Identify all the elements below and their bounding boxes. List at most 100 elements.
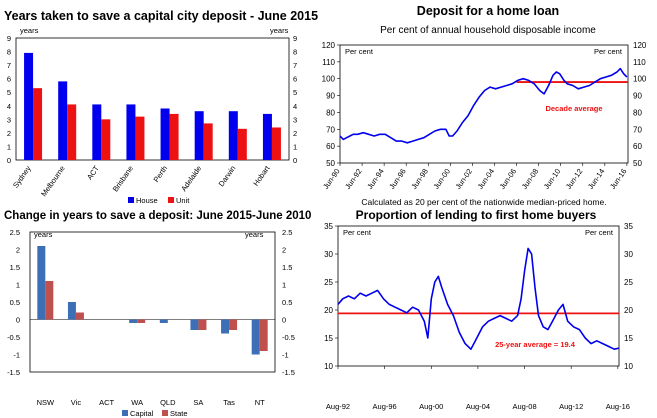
chart2-ytick-left: 120 xyxy=(322,41,336,50)
chart1-bar-unit xyxy=(135,116,145,160)
chart4-xtick: Aug-00 xyxy=(419,402,443,411)
chart4-ytick-left: 30 xyxy=(324,250,333,259)
chart4-ytick-right: 25 xyxy=(624,278,633,287)
chart3-ytick-right: 1 xyxy=(282,281,286,290)
chart1-title: Years taken to save a capital city depos… xyxy=(4,9,318,23)
chart3-ytick-right: 0.5 xyxy=(282,298,292,307)
chart3-bar-state xyxy=(198,319,207,330)
chart1-bar-unit xyxy=(67,104,77,160)
chart4-xtick: Aug-12 xyxy=(559,402,583,411)
chart3-bar-capital xyxy=(67,302,76,320)
chart1-ytick-left: 8 xyxy=(7,48,11,57)
chart3-bar-capital xyxy=(251,319,260,355)
chart3-xtick: Tas xyxy=(223,398,235,407)
chart2-xtick: Jun-02 xyxy=(454,167,475,191)
chart2-ytick-left: 60 xyxy=(326,142,335,151)
chart3-ytick-left: -1.5 xyxy=(7,368,20,377)
chart1-xtick: Brisbane xyxy=(111,164,135,193)
chart1-ytick-left: 6 xyxy=(7,75,11,84)
chart4-series-line xyxy=(337,247,620,350)
chart1-ytick-left: 9 xyxy=(7,34,11,43)
chart3-ytick-left: 1.5 xyxy=(10,263,20,272)
chart3-ytick-right: -1 xyxy=(282,351,289,360)
chart2-xtick: Jun-06 xyxy=(498,167,519,191)
chart3-bar-capital xyxy=(37,246,46,320)
chart3-ytick-right: -0.5 xyxy=(282,333,295,342)
chart2-series-line xyxy=(339,67,628,144)
chart2-title: Deposit for a home loan xyxy=(417,4,559,18)
chart3-ytick-right: -1.5 xyxy=(282,368,295,377)
chart3-ytick-left: 2 xyxy=(16,246,20,255)
chart1-ytick-right: 4 xyxy=(293,102,297,111)
chart2-ytick-left: 90 xyxy=(326,92,335,101)
chart1-ytick-left: 0 xyxy=(7,156,11,165)
chart2-annotation: Calculated as 20 per cent of the nationw… xyxy=(361,197,606,207)
chart1-bar-unit xyxy=(101,119,111,160)
chart2-ytick-right: 70 xyxy=(633,125,642,134)
chart1-bar-unit xyxy=(271,127,281,160)
chart3-bar-state xyxy=(137,319,146,323)
chart2-xtick: Jun-94 xyxy=(365,167,386,191)
chart3-ylabel-right: years xyxy=(245,230,264,239)
chart3-bar-capital xyxy=(129,319,138,323)
chart4-ytick-left: 25 xyxy=(324,278,333,287)
chart1-bar-unit xyxy=(169,113,179,160)
chart1-xtick: Sydney xyxy=(11,164,33,190)
chart1-ytick-right: 5 xyxy=(293,88,297,97)
chart3-legend-swatch xyxy=(162,410,168,416)
chart4-ytick-right: 30 xyxy=(624,250,633,259)
chart4-ylabel-left: Per cent xyxy=(343,228,372,237)
chart3-ytick-right: 1.5 xyxy=(282,263,292,272)
chart1-bar-unit xyxy=(33,88,43,160)
chart1-bar-house xyxy=(58,81,68,160)
chart2-xtick: Jun-08 xyxy=(520,167,541,191)
chart3-frame xyxy=(29,231,276,373)
chart2-ylabel-right: Per cent xyxy=(594,47,623,56)
chart4-ytick-left: 10 xyxy=(324,362,333,371)
chart4-frame xyxy=(337,225,620,367)
chart3-ylabel-left: years xyxy=(34,230,53,239)
chart1-ylabel-left: years xyxy=(20,26,39,35)
chart3-xtick: QLD xyxy=(160,398,176,407)
chart3-bar-capital xyxy=(159,319,168,323)
chart2-ytick-right: 50 xyxy=(633,159,642,168)
chart1-ytick-right: 0 xyxy=(293,156,297,165)
chart2-ytick-right: 100 xyxy=(633,75,647,84)
chart1-legend-swatch xyxy=(168,197,174,203)
chart1-xtick: Darwin xyxy=(217,164,238,188)
chart3-bar-state xyxy=(229,319,238,330)
chart3-legend-swatch xyxy=(122,410,128,416)
chart3-ytick-left: 0.5 xyxy=(10,298,20,307)
chart1-bar-house xyxy=(194,111,204,160)
chart2-xtick: Jun-16 xyxy=(608,167,629,191)
chart1-bar-house xyxy=(160,108,170,160)
chart4-ytick-left: 35 xyxy=(324,222,333,231)
chart1-bar-unit xyxy=(203,123,213,160)
chart2-xtick: Jun-12 xyxy=(564,167,585,191)
chart2-xtick: Jun-00 xyxy=(431,167,452,191)
chart2-frame xyxy=(339,44,629,164)
chart1-bar-house xyxy=(24,52,34,160)
chart4-xtick: Aug-16 xyxy=(606,402,630,411)
chart1-xtick: ACT xyxy=(85,164,101,182)
chart2-subtitle: Per cent of annual household disposable … xyxy=(380,25,596,36)
chart4-ytick-right: 20 xyxy=(624,306,633,315)
chart1-ylabel-right: years xyxy=(270,26,289,35)
chart1-ytick-right: 8 xyxy=(293,48,297,57)
chart1-bar-house xyxy=(262,113,272,160)
chart3-xtick: WA xyxy=(131,398,143,407)
chart3-bar-state xyxy=(259,319,268,351)
chart1-ytick-left: 7 xyxy=(7,61,11,70)
chart2-xtick: Jun-98 xyxy=(409,167,430,191)
chart3-ytick-right: 2 xyxy=(282,246,286,255)
chart2-ytick-right: 120 xyxy=(633,41,647,50)
chart4-ytick-right: 35 xyxy=(624,222,633,231)
chart3-ytick-left: 1 xyxy=(16,281,20,290)
chart2-xtick: Jun-04 xyxy=(476,167,497,191)
chart3-xtick: NSW xyxy=(37,398,55,407)
chart3-legend-label: Capital xyxy=(130,409,154,418)
chart1-frame xyxy=(15,37,290,161)
chart1-bar-unit xyxy=(237,128,247,160)
chart4-ytick-left: 20 xyxy=(324,306,333,315)
